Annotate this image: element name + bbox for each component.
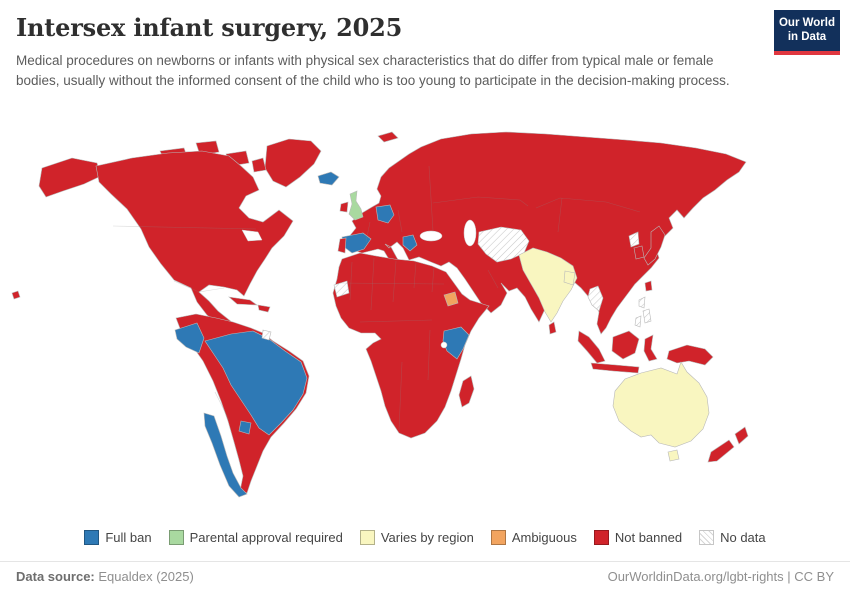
legend-label-full-ban: Full ban [105,530,152,545]
region-north-america[interactable] [95,150,294,342]
legend-swatch-no-data [699,530,715,545]
legend-swatch-full-ban [84,530,100,545]
footer-divider [0,561,850,562]
legend-label-not-banned: Not banned [614,530,683,545]
legend-label-parental-approval: Parental approval required [189,530,343,545]
region-new-zealand[interactable] [707,426,749,463]
region-colombia[interactable] [174,322,205,354]
legend-item-ambiguous[interactable]: Ambiguous [490,530,577,545]
legend-item-full-ban[interactable]: Full ban [84,530,152,545]
region-philippines[interactable] [634,296,652,328]
legend-label-ambiguous: Ambiguous [511,530,577,545]
lake-victoria [440,341,448,349]
region-french-guiana[interactable] [261,329,272,341]
map-legend: Full ban Parental approval required Vari… [0,530,850,545]
chart-header: Intersex infant surgery, 2025 Medical pr… [16,13,754,92]
region-western-sahara[interactable] [333,280,350,298]
region-portugal[interactable] [337,237,347,254]
region-south-korea[interactable] [633,245,645,260]
page-title: Intersex infant surgery, 2025 [16,13,403,42]
legend-label-no-data: No data [720,530,766,545]
region-sri-lanka[interactable] [548,321,557,335]
region-madagascar[interactable] [458,375,475,408]
region-germany[interactable] [375,204,395,224]
data-source: Data source: Equaldex (2025) [16,569,194,584]
region-united-kingdom[interactable] [348,190,364,221]
region-svalbard[interactable] [377,131,399,143]
region-caribbean[interactable] [228,296,271,313]
region-central-asia[interactable] [477,226,530,263]
region-uruguay[interactable] [238,420,252,435]
region-taiwan[interactable] [644,280,653,292]
legend-label-varies-by-region: Varies by region [380,530,474,545]
legend-item-varies-by-region[interactable]: Varies by region [359,530,474,545]
region-ireland[interactable] [339,201,349,213]
legend-swatch-varies-by-region [359,530,375,545]
region-north-korea[interactable] [628,231,640,248]
legend-swatch-not-banned [593,530,609,545]
region-japan[interactable] [643,225,666,266]
legend-swatch-ambiguous [490,530,506,545]
owid-logo[interactable]: Our World in Data [774,10,840,55]
chart-subtitle: Medical procedures on newborns or infant… [16,53,730,89]
region-eurasia[interactable] [347,131,747,335]
region-australia[interactable] [612,361,710,448]
region-hawaii[interactable] [11,290,21,300]
region-bangladesh[interactable] [563,270,576,286]
owid-logo-line2: in Data [787,30,827,43]
region-africa[interactable] [332,252,490,439]
region-indonesia[interactable] [577,330,658,374]
legend-swatch-parental-approval [168,530,184,545]
footer-links: OurWorldinData.org/lgbt-rights | CC BY [608,569,834,584]
legend-item-parental-approval[interactable]: Parental approval required [168,530,343,545]
region-new-guinea[interactable] [666,344,714,366]
country-borders [112,165,641,431]
region-iceland[interactable] [317,171,340,186]
data-source-label: Data source: [16,569,95,584]
region-laos[interactable] [587,285,604,312]
region-tasmania[interactable] [667,449,680,462]
owid-logo-line1: Our World [778,17,835,29]
footer-separator: | [783,569,795,584]
region-alaska[interactable] [38,157,102,198]
legend-item-no-data[interactable]: No data [699,530,766,545]
region-eritrea[interactable] [443,291,459,307]
chart-footer: Data source: Equaldex (2025) OurWorldinD… [16,569,834,584]
data-source-value: Equaldex (2025) [98,569,194,584]
caspian-sea [463,219,477,247]
black-sea [419,230,443,242]
region-greece[interactable] [402,234,418,252]
region-greenland[interactable] [264,138,322,188]
owid-url-link[interactable]: OurWorldinData.org/lgbt-rights [607,569,784,584]
region-india[interactable] [518,247,578,323]
cc-by-link[interactable]: CC BY [794,569,834,584]
legend-item-not-banned[interactable]: Not banned [593,530,683,545]
region-chile[interactable] [203,412,248,498]
great-lakes [241,229,263,242]
